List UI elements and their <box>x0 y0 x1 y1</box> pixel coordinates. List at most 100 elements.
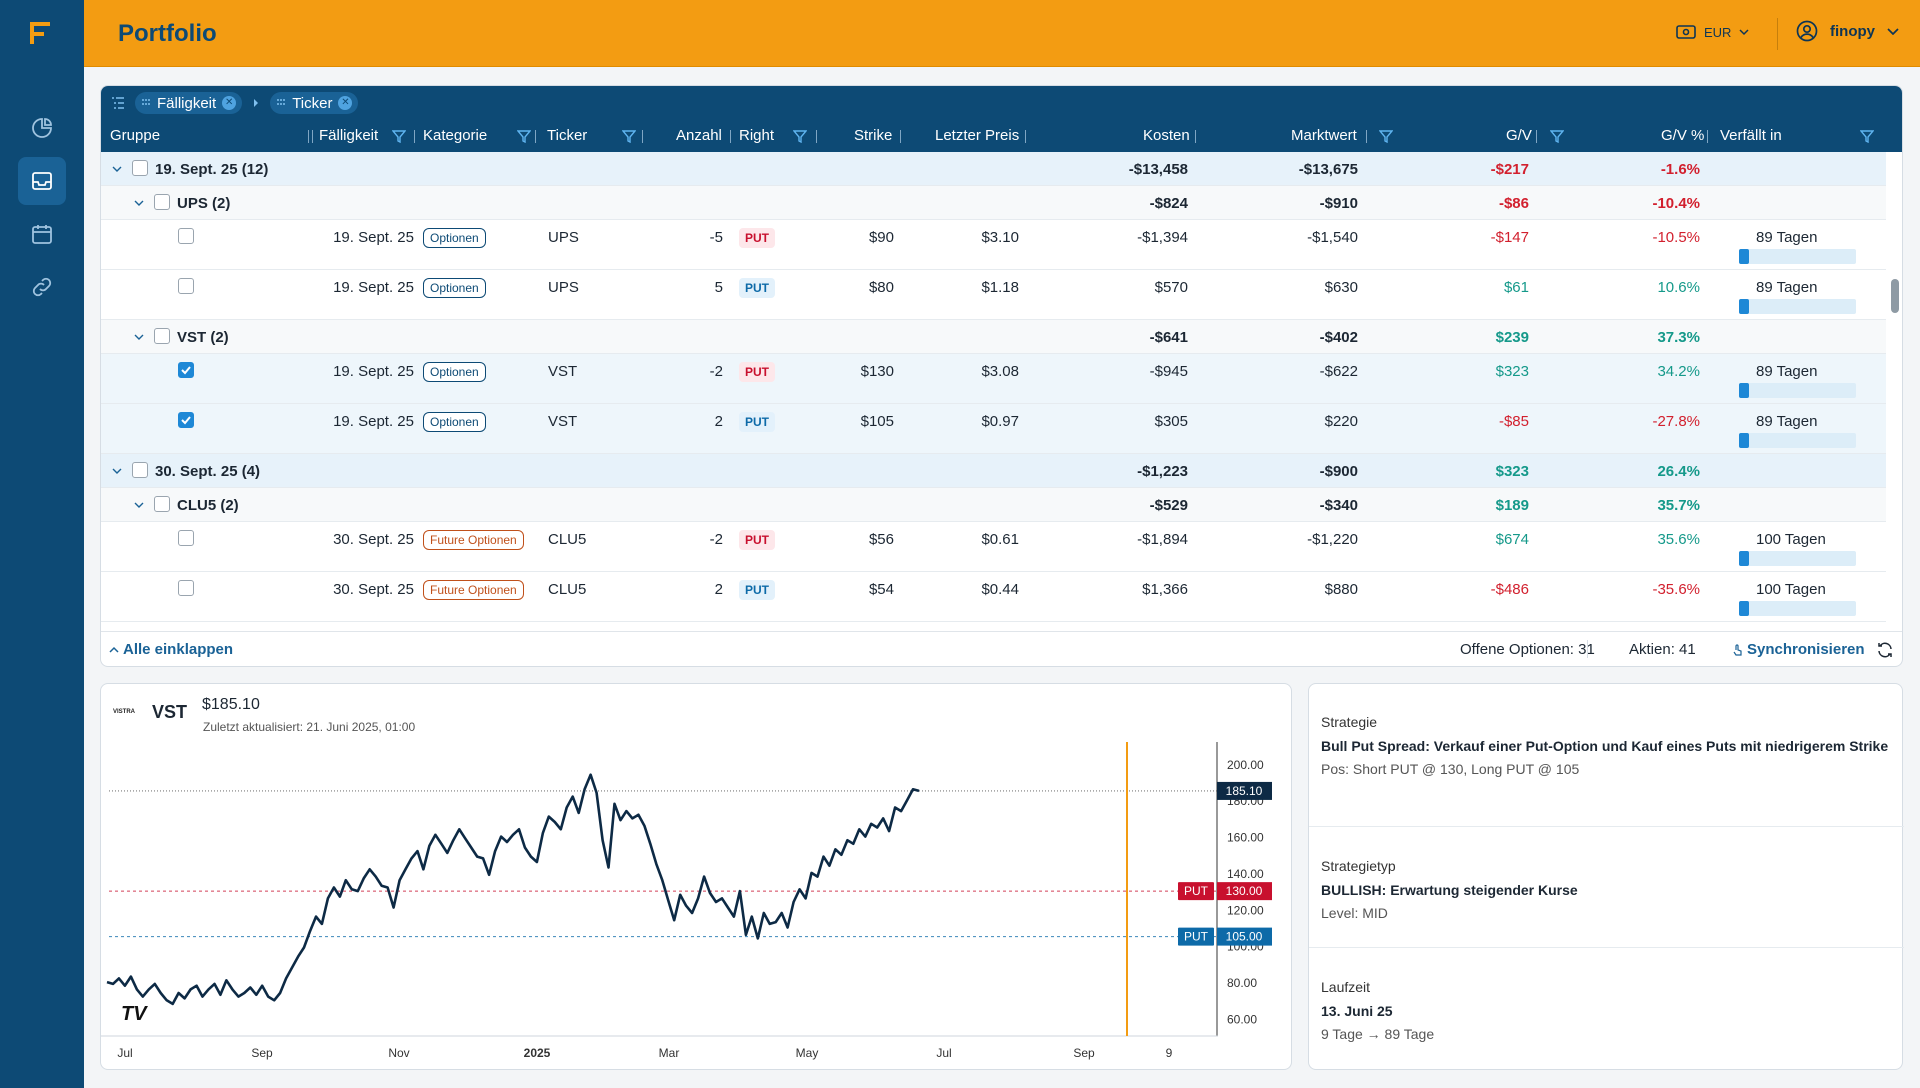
chart-ticker: VST <box>152 702 188 722</box>
positions-grid: Fälligkeit ✕ Ticker ✕ Gruppe Fälligkeit … <box>100 85 1903 667</box>
filter-icon[interactable] <box>622 129 636 143</box>
row-checkbox[interactable] <box>178 412 194 428</box>
right-badge: PUT <box>739 530 775 550</box>
table-row[interactable]: 19. Sept. 25 Optionen VST 2 PUT $105 $0.97 89 T… <box>101 404 1886 454</box>
col-kosten[interactable]: Kosten <box>1143 127 1190 144</box>
filter-icon[interactable] <box>1860 129 1874 143</box>
pnl-percent-cell: 37.3% <box>1657 329 1700 346</box>
last-price-cell: $3.10 <box>981 229 1019 246</box>
row-checkbox[interactable] <box>178 362 194 378</box>
col-gruppe[interactable]: Gruppe <box>110 127 161 144</box>
row-checkbox[interactable] <box>154 328 170 344</box>
cost-cell: $305 <box>1154 413 1188 430</box>
col-faelligkeit[interactable]: Fälligkeit <box>319 127 379 144</box>
strategy-type-value: BULLISH: Erwartung steigender Kurse <box>1321 882 1578 898</box>
filter-icon[interactable] <box>1550 129 1564 143</box>
divider <box>1777 18 1778 50</box>
col-strike[interactable]: Strike <box>854 127 893 144</box>
chevron-down-icon[interactable] <box>112 164 122 174</box>
col-gv-prozent[interactable]: G/V % <box>1661 127 1705 144</box>
table-row[interactable]: 19. Sept. 25 Optionen UPS 5 PUT $80 $1.18 89 Ta… <box>101 270 1886 320</box>
list-tree-icon[interactable] <box>111 96 125 110</box>
table-row[interactable]: 30. Sept. 25 Future Optionen CLU5 -2 PUT $56 $… <box>101 522 1886 572</box>
group-row[interactable]: CLU5 (2) -$529 -$340 $189 35.7% <box>101 488 1886 522</box>
nav-links[interactable] <box>18 263 66 311</box>
col-ticker[interactable]: Ticker <box>547 127 588 144</box>
row-checkbox[interactable] <box>132 462 148 478</box>
put-marker-tag <box>1178 882 1214 901</box>
group-chip-ticker[interactable]: Ticker ✕ <box>270 92 359 114</box>
pnl-percent-cell: 35.7% <box>1657 497 1700 514</box>
chevron-down-icon[interactable] <box>134 500 144 510</box>
market-value-cell: $880 <box>1324 581 1358 598</box>
group-row[interactable]: 19. Sept. 25 (12) -$13,458 -$13,675 -$217 -1… <box>101 152 1886 186</box>
sidebar <box>0 0 84 1088</box>
vertical-scrollbar[interactable] <box>1891 279 1899 313</box>
app-logo-icon[interactable] <box>28 20 52 46</box>
strike-price-label: 130.00 <box>1226 884 1263 898</box>
sync-button[interactable]: Synchronisieren <box>1733 641 1865 658</box>
remove-chip-icon[interactable]: ✕ <box>338 96 353 110</box>
chevron-down-icon[interactable] <box>112 466 122 476</box>
pnl-cell: $239 <box>1495 329 1529 346</box>
nav-calendar[interactable] <box>18 210 66 258</box>
sync-hand-icon <box>1733 643 1742 656</box>
col-marktwert[interactable]: Marktwert <box>1291 127 1357 144</box>
table-row[interactable]: 19. Sept. 25 Optionen VST -2 PUT $130 $3.08 89 … <box>101 354 1886 404</box>
group-row[interactable]: VST (2) -$641 -$402 $239 37.3% <box>101 320 1886 354</box>
chevron-down-icon[interactable] <box>134 332 144 342</box>
market-value-cell: -$1,220 <box>1307 531 1358 548</box>
filter-icon[interactable] <box>1379 129 1393 143</box>
collapse-all-label: Alle einklappen <box>123 641 234 658</box>
group-row[interactable]: UPS (2) -$824 -$910 -$86 -10.4% <box>101 186 1886 220</box>
col-right[interactable]: Right <box>739 127 775 144</box>
collapse-all-button[interactable]: Alle einklappen <box>109 641 233 658</box>
remove-chip-icon[interactable]: ✕ <box>222 96 237 110</box>
pnl-cell: $674 <box>1495 531 1529 548</box>
cost-cell: -$945 <box>1149 363 1188 380</box>
col-anzahl[interactable]: Anzahl <box>676 127 722 144</box>
price-chart[interactable]: 200.00180.00160.00140.00120.00100.0080.0… <box>101 684 1292 1070</box>
x-tick-label: Nov <box>388 1046 409 1060</box>
nav-dashboard[interactable] <box>18 104 66 152</box>
pnl-percent-cell: 26.4% <box>1657 463 1700 480</box>
col-letzter-preis[interactable]: Letzter Preis <box>935 127 1020 144</box>
pnl-cell: -$86 <box>1498 195 1529 212</box>
cost-cell: -$13,458 <box>1128 161 1188 178</box>
quantity-cell: -2 <box>709 531 723 548</box>
row-checkbox[interactable] <box>178 530 194 546</box>
group-chip-faelligkeit[interactable]: Fälligkeit ✕ <box>135 92 243 114</box>
row-checkbox[interactable] <box>154 496 170 512</box>
grip-icon <box>277 99 286 105</box>
ticker-cell: UPS <box>548 279 579 296</box>
group-row[interactable]: 30. Sept. 25 (4) -$1,223 -$900 $323 26.4% <box>101 454 1886 488</box>
row-checkbox[interactable] <box>178 278 194 294</box>
x-tick-label: Jul <box>936 1046 951 1060</box>
last-price-cell: $1.18 <box>981 279 1019 296</box>
last-price-cell: $0.97 <box>981 413 1019 430</box>
group-label: UPS (2) <box>177 195 231 212</box>
x-tick-label: 9 <box>1166 1046 1173 1060</box>
user-menu[interactable]: finopy <box>1778 20 1899 42</box>
filter-icon[interactable] <box>793 129 807 143</box>
nav-portfolio[interactable] <box>18 157 66 205</box>
pnl-percent-cell: 35.6% <box>1657 531 1700 548</box>
currency-selector[interactable]: EUR <box>1676 24 1749 40</box>
refresh-icon[interactable] <box>1876 641 1894 659</box>
col-gv[interactable]: G/V <box>1506 127 1532 144</box>
x-tick-label: Sep <box>1073 1046 1095 1060</box>
col-kategorie[interactable]: Kategorie <box>423 127 488 144</box>
row-checkbox[interactable] <box>132 160 148 176</box>
row-checkbox[interactable] <box>178 580 194 596</box>
currency-icon <box>1676 25 1696 39</box>
row-checkbox[interactable] <box>178 228 194 244</box>
chart-updated: Zuletzt aktualisiert: 21. Juni 2025, 01:… <box>203 720 416 734</box>
filter-icon[interactable] <box>392 129 406 143</box>
col-verfaellt-in[interactable]: Verfällt in <box>1720 127 1782 144</box>
table-row[interactable]: 30. Sept. 25 Future Optionen CLU5 2 PUT $54 $0… <box>101 572 1886 622</box>
filter-icon[interactable] <box>517 129 531 143</box>
chevron-down-icon[interactable] <box>134 198 144 208</box>
table-row[interactable]: 19. Sept. 25 Optionen UPS -5 PUT $90 $3.10 89 T… <box>101 220 1886 270</box>
row-checkbox[interactable] <box>154 194 170 210</box>
right-badge: PUT <box>739 580 775 600</box>
